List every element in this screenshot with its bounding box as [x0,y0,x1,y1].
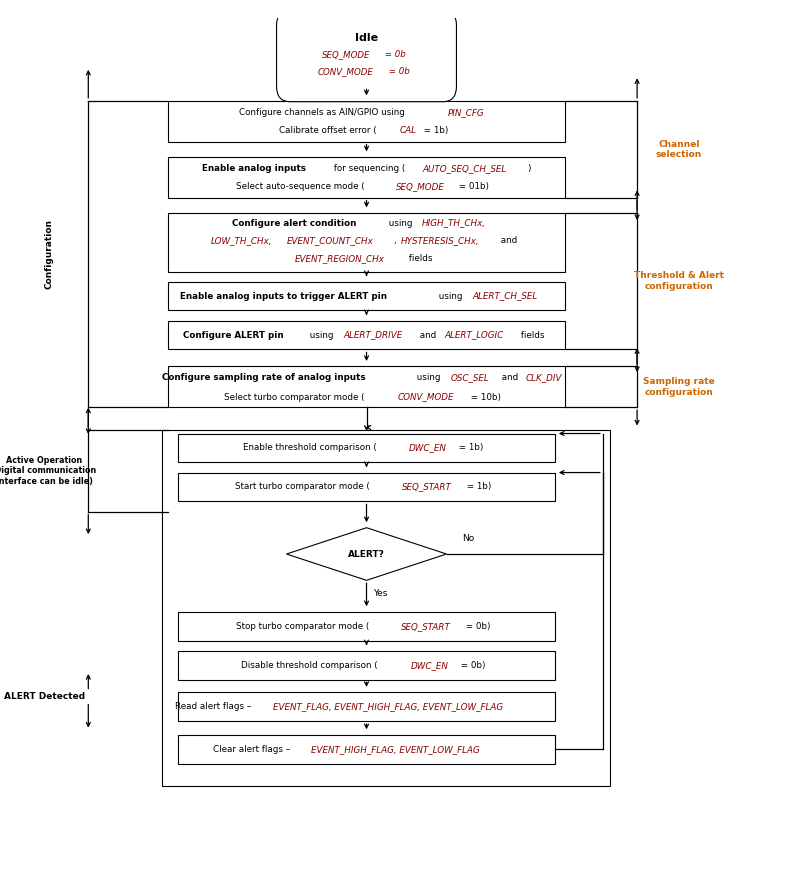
Text: ALERT_LOGIC: ALERT_LOGIC [444,331,503,339]
Text: Clear alert flags –: Clear alert flags – [213,744,292,754]
Text: HIGH_TH_CHx,: HIGH_TH_CHx, [422,218,486,227]
Text: CONV_MODE: CONV_MODE [317,67,373,77]
Bar [178,651,555,680]
Text: Yes: Yes [373,590,387,598]
Text: CLK_DIV: CLK_DIV [526,373,562,382]
Text: ALERT_CH_SEL: ALERT_CH_SEL [472,292,538,301]
Text: DWC_EN: DWC_EN [410,660,449,670]
Text: using: using [436,292,465,301]
Text: ,: , [395,236,399,246]
Text: and: and [499,373,521,382]
Text: HYSTERESIS_CHx,: HYSTERESIS_CHx, [401,236,480,246]
Text: Enable analog inputs to trigger ALERT pin: Enable analog inputs to trigger ALERT pi… [179,292,387,301]
Text: ): ) [527,164,530,173]
Text: and: and [417,331,439,339]
Text: Stop turbo comparator mode (: Stop turbo comparator mode ( [236,621,369,630]
Text: Channel
selection: Channel selection [656,140,702,159]
Text: Configuration: Configuration [44,219,53,289]
Text: OSC_SEL: OSC_SEL [450,373,489,382]
Bar [178,735,555,764]
Text: = 0b): = 0b) [463,621,491,630]
Text: using: using [414,373,444,382]
Text: Select auto-sequence mode (: Select auto-sequence mode ( [236,182,364,191]
Text: = 0b): = 0b) [457,660,485,670]
Text: DWC_EN: DWC_EN [409,444,447,453]
Text: Configure alert condition: Configure alert condition [232,218,356,227]
Text: Active Operation
(Digital communication
interface can be idle): Active Operation (Digital communication … [0,456,97,485]
Polygon shape [287,528,446,580]
FancyBboxPatch shape [276,10,457,102]
Text: ALERT?: ALERT? [348,550,385,559]
Text: for sequencing (: for sequencing ( [330,164,405,173]
Text: EVENT_COUNT_CHx: EVENT_COUNT_CHx [287,236,374,246]
Text: Configure ALERT pin: Configure ALERT pin [183,331,283,339]
Text: AUTO_SEQ_CH_SEL: AUTO_SEQ_CH_SEL [422,164,507,173]
Text: fields: fields [518,331,544,339]
Text: Configure sampling rate of analog inputs: Configure sampling rate of analog inputs [162,373,366,382]
Text: Configure channels as AIN/GPIO using: Configure channels as AIN/GPIO using [239,108,408,118]
Text: No: No [462,534,474,544]
Bar [168,321,565,349]
Text: Threshold & Alert
configuration: Threshold & Alert configuration [634,271,724,291]
Text: ALERT Detected: ALERT Detected [3,692,85,701]
Bar [168,213,565,272]
Text: LOW_TH_CHx,: LOW_TH_CHx, [210,236,272,246]
Text: SEQ_MODE: SEQ_MODE [395,182,445,191]
Text: Disable threshold comparison (: Disable threshold comparison ( [241,660,378,670]
Text: CONV_MODE: CONV_MODE [398,392,455,401]
Text: EVENT_REGION_CHx: EVENT_REGION_CHx [295,255,384,263]
Text: = 0b: = 0b [387,67,410,77]
Text: using: using [386,218,415,227]
Text: = 1b): = 1b) [456,444,484,453]
Text: SEQ_MODE: SEQ_MODE [322,50,370,58]
Bar [178,473,555,501]
Bar [168,101,565,141]
Text: fields: fields [406,255,432,263]
Bar [178,612,555,641]
Bar [162,431,611,786]
Text: = 1b): = 1b) [421,126,448,135]
Text: EVENT_FLAG, EVENT_HIGH_FLAG, EVENT_LOW_FLAG: EVENT_FLAG, EVENT_HIGH_FLAG, EVENT_LOW_F… [273,702,503,712]
Text: SEQ_START: SEQ_START [402,483,452,492]
Text: = 1b): = 1b) [464,483,491,492]
Text: Idle: Idle [355,33,378,43]
Text: = 0b: = 0b [382,50,406,58]
Text: Enable threshold comparison (: Enable threshold comparison ( [243,444,377,453]
Text: SEQ_START: SEQ_START [401,621,451,630]
Text: using: using [307,331,337,339]
Bar [178,692,555,721]
Text: Read alert flags –: Read alert flags – [175,702,254,712]
Text: Start turbo comparator mode (: Start turbo comparator mode ( [235,483,370,492]
Text: and: and [499,236,518,246]
Text: = 10b): = 10b) [468,392,501,401]
Bar [168,282,565,310]
Text: ALERT_DRIVE: ALERT_DRIVE [344,331,403,339]
Text: Enable analog inputs: Enable analog inputs [202,164,306,173]
Bar [168,156,565,198]
Bar [178,433,555,462]
Text: CAL: CAL [399,126,417,135]
Text: Sampling rate
configuration: Sampling rate configuration [643,377,715,397]
Bar [168,367,565,408]
Text: EVENT_HIGH_FLAG, EVENT_LOW_FLAG: EVENT_HIGH_FLAG, EVENT_LOW_FLAG [311,744,480,754]
Text: Calibrate offset error (: Calibrate offset error ( [279,126,376,135]
Text: = 01b): = 01b) [456,182,489,191]
Text: Select turbo comparator mode (: Select turbo comparator mode ( [224,392,364,401]
Text: PIN_CFG: PIN_CFG [449,108,485,118]
